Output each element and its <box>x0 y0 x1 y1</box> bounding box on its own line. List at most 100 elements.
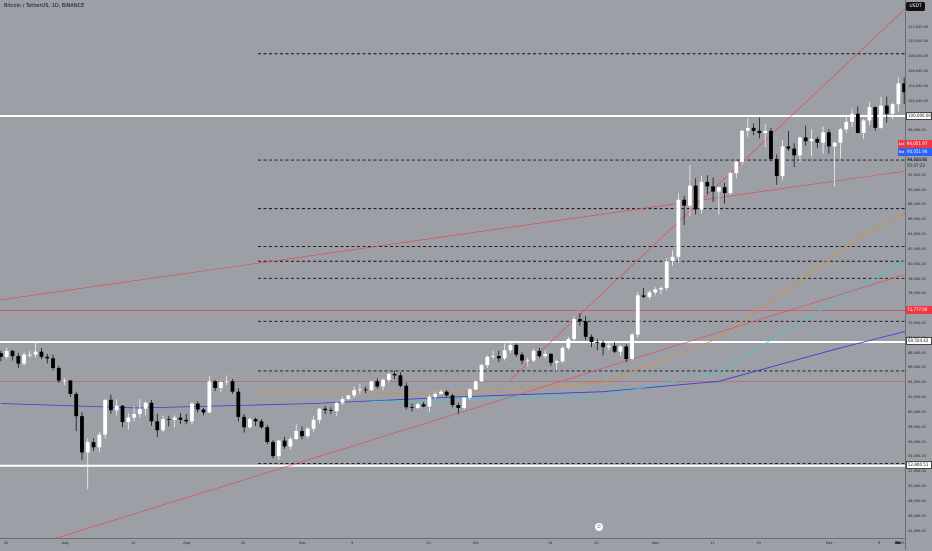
candle-body <box>745 127 750 131</box>
bar-countdown: 05:47:23 <box>907 163 925 168</box>
candle-body <box>664 261 669 288</box>
candle-body <box>496 356 501 359</box>
candle <box>305 427 310 439</box>
candle <box>207 376 212 414</box>
candle-body <box>4 350 9 357</box>
price-tick-label: 110,000.00 <box>908 39 929 44</box>
candle <box>549 353 553 366</box>
candle-body <box>91 442 96 448</box>
candle-body <box>224 381 229 383</box>
time-tick-label: Aug <box>61 541 69 545</box>
candle <box>873 106 878 131</box>
candle <box>161 415 165 433</box>
candle-body <box>340 399 345 403</box>
candle <box>16 353 21 368</box>
candle <box>653 287 658 296</box>
candle <box>896 77 901 112</box>
candle-body <box>357 389 362 391</box>
candle <box>219 380 223 393</box>
candle-body <box>543 353 548 357</box>
candle-body <box>149 402 154 422</box>
candle-body <box>722 187 727 194</box>
candle-body <box>485 356 490 365</box>
price-tick-label: 48,000.00 <box>908 498 926 503</box>
time-tick-label: 22 <box>426 541 431 545</box>
candle-body <box>346 395 351 400</box>
candle <box>427 394 432 412</box>
price-axis[interactable] <box>905 0 932 550</box>
candle-body <box>126 417 131 423</box>
moving-average-line <box>0 331 905 409</box>
candle-body <box>265 427 270 443</box>
symbol-title[interactable]: Bitcoin / TetherUS, 1D, BINANCE <box>4 3 85 9</box>
candle <box>850 108 854 128</box>
candle-body <box>317 408 322 420</box>
price-tick-label: 112,000.00 <box>908 24 929 29</box>
candle <box>276 439 281 460</box>
candle-body <box>502 350 507 359</box>
candle-body <box>39 351 44 357</box>
candle <box>728 171 733 195</box>
time-tick-label: 21 <box>895 541 900 545</box>
candle-body <box>259 421 264 428</box>
candle <box>381 378 385 391</box>
candle-body <box>879 105 883 128</box>
candle-body <box>682 199 687 206</box>
candle <box>890 102 895 119</box>
candle-body <box>757 130 762 134</box>
candle <box>85 438 90 490</box>
candle <box>317 407 322 424</box>
candle-body <box>27 354 32 356</box>
candle-body <box>734 161 739 174</box>
candle-body <box>375 381 380 387</box>
candle <box>230 379 235 394</box>
candle <box>560 345 565 363</box>
time-tick-label: Sep <box>298 541 306 545</box>
candle <box>745 118 750 137</box>
candle-body <box>531 350 536 361</box>
candlestick-plot[interactable] <box>0 0 905 538</box>
candle <box>884 96 889 123</box>
price-tick-label: 102,000.00 <box>908 98 929 103</box>
candle-body <box>838 129 843 143</box>
candle-body <box>276 440 281 457</box>
price-tick-label: 84,000.00 <box>908 232 926 237</box>
candle-body <box>398 375 403 386</box>
price-tick-label: 60,000.00 <box>908 409 926 414</box>
time-tick-label: 22 <box>594 541 599 545</box>
candle <box>56 365 61 383</box>
candle <box>624 344 629 363</box>
candle-body <box>415 404 420 408</box>
candle <box>282 436 287 449</box>
candle-body <box>780 146 785 177</box>
time-axis[interactable] <box>0 538 905 551</box>
time-tick-label: 9 <box>877 541 881 545</box>
price-tick-label: 76,000.00 <box>908 291 926 296</box>
candle <box>578 313 582 326</box>
candle <box>606 342 611 351</box>
candle-body <box>253 419 258 422</box>
candle-body <box>798 137 802 156</box>
candle <box>734 160 739 179</box>
candle-body <box>300 430 304 437</box>
price-tick-label: 78,000.00 <box>908 276 926 281</box>
candle <box>68 379 73 397</box>
time-tick-label: Oct <box>472 541 479 545</box>
tradingview-logo-icon[interactable]: ✿ <box>595 523 603 531</box>
candle-body <box>166 419 171 420</box>
price-tick-label: 98,000.00 <box>908 128 926 133</box>
candle <box>682 196 687 225</box>
time-tick-label: 10 <box>895 541 900 545</box>
candle <box>323 405 328 414</box>
candle-body <box>155 421 160 431</box>
candle-body <box>294 430 299 440</box>
currency-button[interactable]: USDT <box>906 2 925 11</box>
candle <box>763 124 768 148</box>
candle-body <box>80 416 84 453</box>
time-tick-label: Mar <box>895 541 902 545</box>
candle <box>531 348 536 363</box>
candle <box>340 396 345 406</box>
candle-body <box>693 185 698 210</box>
candle <box>670 250 675 266</box>
moving-average-line <box>255 212 905 395</box>
